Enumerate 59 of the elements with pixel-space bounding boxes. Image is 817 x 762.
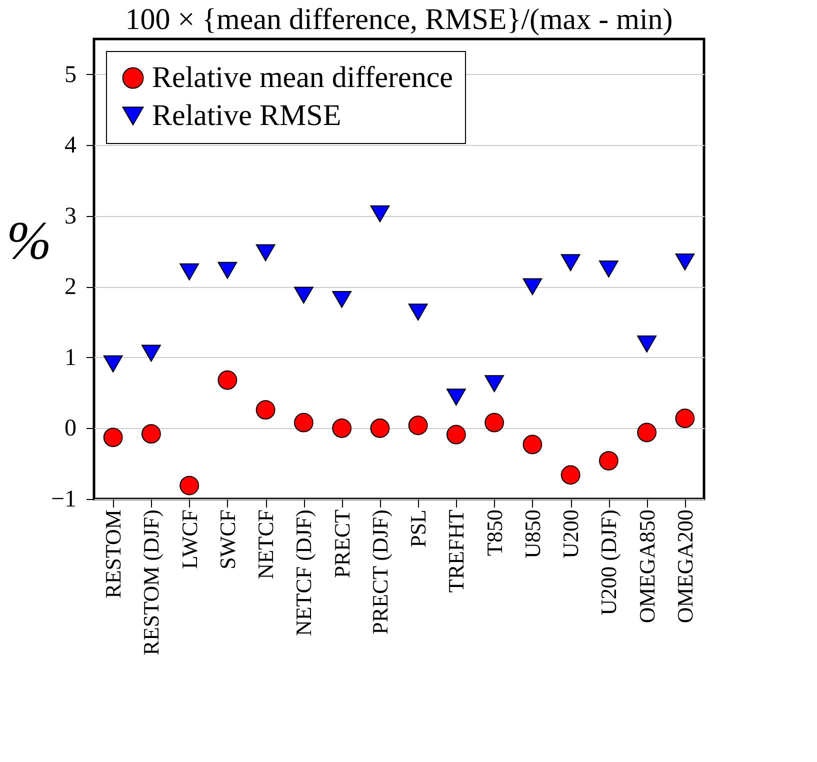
x-tick-label: T850 xyxy=(482,510,507,556)
x-tick-label: OMEGA850 xyxy=(634,510,660,624)
x-tick-label: OMEGA200 xyxy=(672,510,698,624)
point xyxy=(370,418,390,438)
x-tick-label: RESTOM (DJF) xyxy=(138,510,164,656)
point xyxy=(218,370,238,390)
point xyxy=(141,424,161,444)
y-tick-label: 1 xyxy=(64,344,76,371)
point xyxy=(141,344,161,362)
point xyxy=(560,465,580,485)
y-tick-label: 3 xyxy=(64,203,76,230)
point xyxy=(218,262,238,279)
point xyxy=(103,355,123,372)
point xyxy=(180,263,200,280)
point xyxy=(332,290,352,308)
legend-label: Relative RMSE xyxy=(152,99,342,132)
x-tick-label: NETCF xyxy=(253,510,278,580)
point xyxy=(598,260,618,278)
point xyxy=(332,418,352,438)
x-tick-label: RESTOM xyxy=(100,510,126,598)
y-tick-label: 4 xyxy=(64,132,76,159)
y-tick-label: 0 xyxy=(64,416,76,442)
point xyxy=(180,476,200,496)
point xyxy=(484,412,504,432)
point xyxy=(408,304,428,321)
y-tick-label: −1 xyxy=(50,486,76,512)
point xyxy=(484,375,504,392)
point xyxy=(446,424,466,444)
x-tick-label: PSL xyxy=(406,510,431,548)
chart-title: 100 × {mean difference, RMSE}/(max - min) xyxy=(125,3,673,36)
point xyxy=(446,388,466,406)
point xyxy=(598,451,618,470)
point xyxy=(294,412,314,432)
x-tick-label: TREFHT xyxy=(444,508,469,593)
x-tick-label: PRECT (DJF) xyxy=(367,510,392,634)
point xyxy=(370,205,390,222)
x-tick-label: U200 xyxy=(558,510,584,558)
y-axis-title: % xyxy=(6,210,52,270)
point xyxy=(637,422,657,442)
point xyxy=(256,400,276,420)
x-tick-label: LWCF xyxy=(176,510,202,569)
x-tick-label: SWCF xyxy=(214,510,240,570)
x-tick-label: U200 (DJF) xyxy=(596,510,622,616)
x-tick-label: U850 xyxy=(520,510,545,558)
point xyxy=(408,416,428,436)
y-tick-label: 5 xyxy=(64,62,76,88)
legend-label: Relative mean difference xyxy=(152,61,453,94)
point xyxy=(637,336,657,352)
point xyxy=(256,244,276,262)
point xyxy=(675,408,695,428)
y-tick-label: 2 xyxy=(64,274,76,300)
x-tick-label: NETCF (DJF) xyxy=(291,510,316,636)
point xyxy=(294,286,314,304)
point xyxy=(675,253,695,270)
x-tick-label: PRECT xyxy=(329,508,354,578)
point xyxy=(560,254,580,272)
point xyxy=(522,434,542,454)
point xyxy=(522,278,542,296)
point xyxy=(103,428,123,448)
